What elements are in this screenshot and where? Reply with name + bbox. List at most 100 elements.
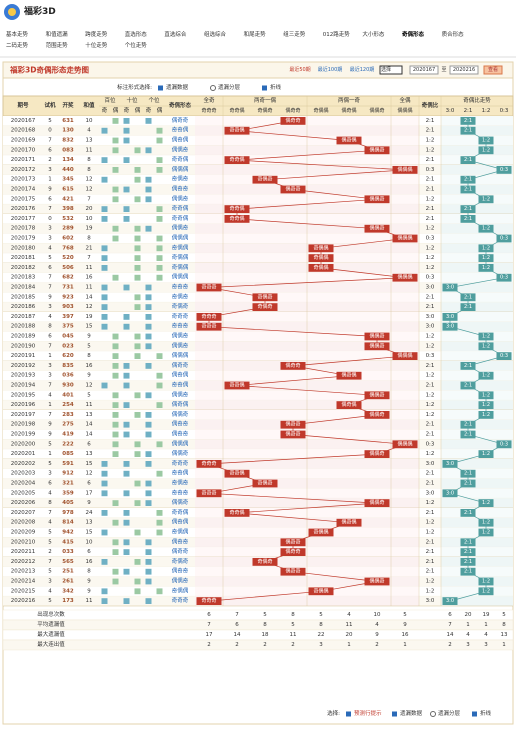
parity-cell [134,265,141,271]
nav-link[interactable]: 和尾走势 [244,30,267,38]
pattern-marker-label: 偶奇偶 [341,372,356,379]
period: 2020179 [11,236,36,242]
radio[interactable] [210,85,216,91]
trend-bg [441,243,513,254]
form: 偶偶奇 [172,410,189,418]
range-link[interactable]: 最近50期 [289,66,310,73]
pattern-marker-label: 偶偶奇 [369,225,384,232]
checkbox[interactable] [472,711,477,717]
pattern-marker-label: 偶偶奇 [369,411,384,418]
period: 2020188 [11,324,36,330]
parity-cell [123,314,130,320]
test-number: 3 [48,373,52,379]
nav-link[interactable]: 012路走势 [323,30,350,38]
parity-cell [156,588,163,595]
view-button-label[interactable]: 查看 [488,66,498,73]
nav-link[interactable]: 组选综合 [204,30,227,38]
footer-option[interactable]: 折线 [480,709,492,717]
draw-number: 912 [62,471,74,477]
ratio-marker-label: 1:2 [482,530,490,536]
sum: 14 [86,432,93,438]
ratio-marker-label: 3:0 [446,490,454,496]
sum: 5 [87,392,91,398]
ratio-marker [442,597,458,605]
nav-link[interactable]: 十位走势 [85,41,108,49]
footer-option[interactable]: 遗漏数据 [400,709,423,717]
sum: 14 [86,294,93,300]
nav-link[interactable]: 范围走势 [46,41,69,49]
parity-cell [112,372,119,379]
parity-cell [101,127,108,134]
ratio: 1:2 [426,373,435,379]
parity-cell [123,539,130,546]
checkbox[interactable] [392,711,397,717]
trend-bg [441,517,513,528]
ratio-marker [460,185,476,194]
option[interactable]: 遗漏数据 [166,83,189,91]
form: 奇偶偶 [172,243,189,251]
nav-link[interactable]: 直选形态 [125,30,148,38]
select-box [379,65,403,75]
checkbox[interactable] [346,711,351,717]
test-number: 7 [48,275,52,281]
ratio-marker [460,420,476,429]
trend-bg [441,586,513,597]
checkbox[interactable] [262,85,267,91]
checkbox[interactable] [158,85,163,91]
ratio-marker-label: 2:1 [464,206,472,212]
pattern-marker [308,587,334,596]
stats-value: 5 [319,612,323,618]
column-subheader: 2:1 [464,108,473,114]
nav-link[interactable]: 奇偶形态 [402,30,425,38]
pattern-marker-label: 奇偶奇 [257,558,272,565]
parity-cell [134,294,141,301]
nav-link[interactable]: 个位走势 [125,41,148,49]
ratio-marker-label: 1:2 [482,500,490,506]
parity-cell [112,412,119,418]
trend-bg [441,282,513,293]
pattern-marker [224,509,250,517]
parity-cell [134,529,141,536]
parity-cell [101,510,108,516]
ratio-marker-label: 0:3 [500,167,508,173]
footer-option[interactable]: 预测行提示 [354,709,382,717]
period: 2020204 [11,481,36,487]
nav-link[interactable]: 二码走势 [6,41,29,49]
ratio-marker-label: 0:3 [500,236,508,242]
ratio-marker [442,283,458,292]
stats-value: 6 [448,612,452,618]
sum: 9 [87,500,91,506]
stats-value: 6 [235,622,239,628]
stats-value: 11 [290,632,297,638]
option[interactable]: 折线 [270,83,282,91]
pattern-marker-label: 奇奇偶 [229,382,244,389]
nav-link[interactable]: 组三走势 [283,30,306,38]
parity-cell [101,265,108,271]
period: 2020195 [11,392,36,398]
view-button[interactable] [483,65,503,75]
parity-cell [134,441,141,448]
nav-link[interactable]: 大小形态 [362,30,385,38]
ratio-marker-label: 3:0 [446,324,454,330]
option[interactable]: 遗漏分层 [218,83,241,91]
parity-cell [101,382,108,389]
column-subheader: 奇 [146,106,152,114]
parity-cell [134,500,141,506]
nav-link[interactable]: 质合形态 [442,30,465,38]
radio[interactable] [430,711,436,717]
column-subheader: 奇 [124,106,130,114]
nav-link[interactable]: 基本走势 [6,30,29,38]
trend-bg [441,566,513,577]
nav-link[interactable]: 跨度走势 [85,30,108,38]
pattern-marker [364,342,390,351]
stats-value: 5 [263,612,267,618]
range-link[interactable]: 最近120期 [350,66,375,73]
nav-link[interactable]: 直选综合 [164,30,187,38]
sum: 4 [87,128,91,134]
draw-number: 222 [62,441,74,447]
footer-option[interactable]: 遗漏分层 [438,709,461,717]
parity-cell [134,392,141,399]
sum: 7 [87,196,91,202]
range-link[interactable]: 最近100期 [318,66,343,73]
nav-link[interactable]: 和值遗漏 [46,30,69,38]
